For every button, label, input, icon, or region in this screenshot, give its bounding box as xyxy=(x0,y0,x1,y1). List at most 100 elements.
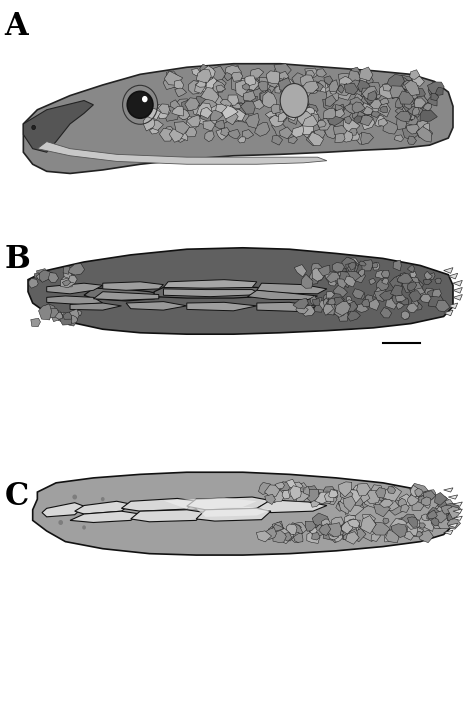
Polygon shape xyxy=(411,76,425,86)
Polygon shape xyxy=(290,486,301,500)
Polygon shape xyxy=(220,105,238,119)
Polygon shape xyxy=(400,273,408,279)
Polygon shape xyxy=(285,96,295,105)
Polygon shape xyxy=(324,302,335,315)
Polygon shape xyxy=(206,81,219,93)
Polygon shape xyxy=(23,101,93,152)
Polygon shape xyxy=(168,78,177,87)
Polygon shape xyxy=(68,275,77,283)
Polygon shape xyxy=(349,519,358,527)
Ellipse shape xyxy=(101,497,105,501)
Polygon shape xyxy=(143,116,155,131)
Polygon shape xyxy=(364,86,375,94)
Polygon shape xyxy=(375,115,385,127)
Polygon shape xyxy=(196,507,271,517)
Polygon shape xyxy=(205,131,214,142)
Polygon shape xyxy=(318,491,332,503)
Polygon shape xyxy=(325,125,340,139)
Polygon shape xyxy=(281,532,292,541)
Polygon shape xyxy=(286,524,297,535)
Polygon shape xyxy=(397,278,406,285)
Polygon shape xyxy=(200,64,212,75)
Polygon shape xyxy=(407,495,419,506)
Polygon shape xyxy=(410,491,423,500)
Polygon shape xyxy=(425,288,436,298)
Polygon shape xyxy=(380,307,392,318)
Polygon shape xyxy=(185,127,197,137)
Polygon shape xyxy=(303,130,313,138)
Polygon shape xyxy=(412,288,426,298)
Polygon shape xyxy=(301,81,319,93)
Polygon shape xyxy=(327,109,345,126)
Polygon shape xyxy=(428,508,443,518)
Polygon shape xyxy=(156,104,171,119)
Polygon shape xyxy=(170,81,181,88)
Polygon shape xyxy=(405,532,414,540)
Polygon shape xyxy=(432,289,441,297)
Polygon shape xyxy=(388,80,402,93)
Polygon shape xyxy=(396,118,407,130)
Polygon shape xyxy=(201,81,215,92)
Polygon shape xyxy=(339,108,352,120)
Polygon shape xyxy=(325,494,337,505)
Polygon shape xyxy=(230,109,246,121)
Polygon shape xyxy=(328,532,339,540)
Polygon shape xyxy=(283,101,295,112)
Polygon shape xyxy=(427,96,437,106)
Polygon shape xyxy=(361,88,375,98)
Polygon shape xyxy=(423,123,430,130)
Polygon shape xyxy=(407,303,418,313)
Polygon shape xyxy=(216,85,226,91)
Polygon shape xyxy=(257,500,327,513)
Polygon shape xyxy=(300,110,313,120)
Polygon shape xyxy=(347,496,355,507)
Polygon shape xyxy=(265,494,276,505)
Polygon shape xyxy=(334,304,346,317)
Polygon shape xyxy=(371,105,382,112)
Polygon shape xyxy=(332,273,342,283)
Polygon shape xyxy=(306,108,315,115)
Polygon shape xyxy=(258,81,268,91)
Polygon shape xyxy=(448,523,458,527)
Polygon shape xyxy=(302,115,318,127)
Polygon shape xyxy=(208,96,224,108)
Polygon shape xyxy=(256,531,272,542)
Polygon shape xyxy=(446,503,460,515)
Polygon shape xyxy=(192,105,204,116)
Polygon shape xyxy=(424,271,432,280)
Polygon shape xyxy=(221,127,230,137)
Polygon shape xyxy=(196,508,271,521)
Polygon shape xyxy=(325,491,334,501)
Polygon shape xyxy=(425,503,430,508)
Polygon shape xyxy=(396,518,406,526)
Polygon shape xyxy=(430,88,440,97)
Polygon shape xyxy=(409,287,415,292)
Polygon shape xyxy=(289,136,297,144)
Polygon shape xyxy=(235,80,249,97)
Polygon shape xyxy=(196,69,211,82)
Polygon shape xyxy=(410,70,420,79)
Polygon shape xyxy=(349,128,357,135)
Polygon shape xyxy=(338,84,352,101)
Polygon shape xyxy=(344,276,355,287)
Polygon shape xyxy=(444,268,453,273)
Polygon shape xyxy=(352,105,368,122)
Polygon shape xyxy=(289,105,296,115)
Polygon shape xyxy=(34,273,41,278)
Polygon shape xyxy=(339,498,352,514)
Polygon shape xyxy=(260,90,272,101)
Polygon shape xyxy=(350,97,364,108)
Polygon shape xyxy=(303,486,320,498)
Polygon shape xyxy=(357,74,370,85)
Polygon shape xyxy=(453,287,462,293)
Polygon shape xyxy=(422,514,431,520)
Polygon shape xyxy=(369,299,380,310)
Polygon shape xyxy=(75,501,131,514)
Polygon shape xyxy=(325,272,338,282)
Polygon shape xyxy=(201,87,219,104)
Polygon shape xyxy=(448,273,458,279)
Polygon shape xyxy=(326,523,341,537)
Polygon shape xyxy=(435,87,443,96)
Polygon shape xyxy=(276,529,294,544)
Polygon shape xyxy=(208,87,219,98)
